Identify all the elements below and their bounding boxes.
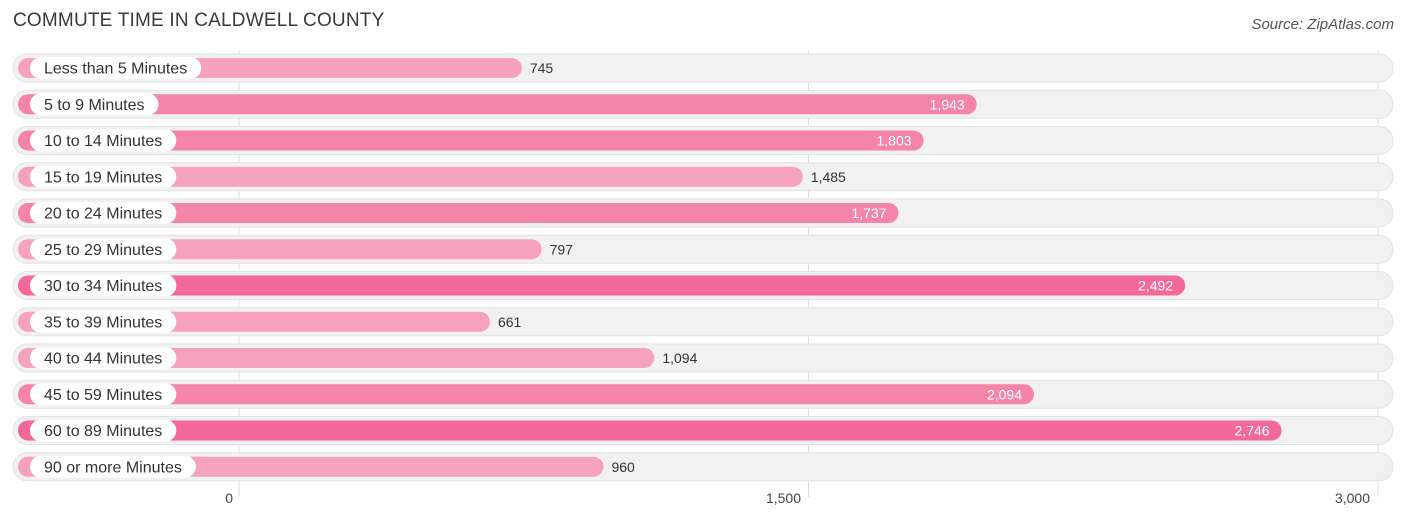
category-label-pill [30, 455, 196, 478]
value-label: 1,485 [811, 169, 846, 185]
category-label-pill [30, 347, 177, 369]
bar [18, 275, 1186, 296]
bar-layer [18, 58, 1282, 477]
value-label: 2,746 [1235, 423, 1270, 439]
bar [18, 348, 655, 368]
bar [18, 94, 977, 115]
tick-label: 1,500 [766, 490, 801, 506]
value-label: 661 [498, 314, 522, 330]
track-layer [12, 53, 1394, 482]
chart-source: Source: ZipAtlas.com [1251, 16, 1394, 33]
category-label-pill [30, 238, 177, 261]
value-label: 960 [611, 459, 635, 475]
category-label: 60 to 89 Minutes [44, 423, 162, 440]
category-label-pill [30, 274, 177, 297]
bar [18, 420, 1282, 441]
tick-label: 3,000 [1335, 490, 1370, 506]
label-layer: Less than 5 Minutes 745 5 to 9 Minutes 1,94… [30, 57, 1270, 478]
category-label: 10 to 14 Minutes [44, 133, 162, 150]
value-label: 797 [550, 241, 574, 257]
category-label-pill [30, 383, 177, 406]
bar [18, 130, 924, 151]
category-label: 30 to 34 Minutes [44, 278, 162, 295]
category-label: 20 to 24 Minutes [44, 206, 162, 223]
tick-label: 0 [225, 490, 233, 506]
value-label: 1,943 [930, 96, 965, 112]
category-label-pill [30, 165, 177, 188]
value-label: 1,737 [851, 205, 886, 221]
bar [18, 166, 803, 187]
category-label-pill [30, 57, 202, 79]
category-label: Less than 5 Minutes [44, 61, 187, 78]
category-label-pill [30, 129, 177, 152]
category-label: 90 or more Minutes [44, 459, 182, 476]
value-label: 2,492 [1138, 278, 1173, 294]
category-label-pill [30, 93, 159, 116]
tick-layer: 0 1,500 3,000 [225, 490, 1370, 506]
value-label: 745 [530, 60, 554, 76]
category-label-pill [30, 310, 177, 333]
category-label: 25 to 29 Minutes [44, 242, 162, 259]
value-label: 2,094 [987, 386, 1022, 402]
category-label: 15 to 19 Minutes [44, 169, 162, 186]
category-label: 5 to 9 Minutes [44, 97, 145, 114]
category-label-pill [30, 419, 177, 442]
value-label: 1,094 [662, 350, 697, 366]
category-label: 35 to 39 Minutes [44, 314, 162, 331]
category-label-pill [30, 202, 177, 224]
value-label: 1,803 [876, 133, 911, 149]
category-label: 40 to 44 Minutes [44, 351, 162, 368]
bar [18, 384, 1035, 405]
chart-title: COMMUTE TIME IN CALDWELL COUNTY [13, 10, 385, 31]
category-label: 45 to 59 Minutes [44, 387, 162, 404]
bar [18, 203, 899, 223]
